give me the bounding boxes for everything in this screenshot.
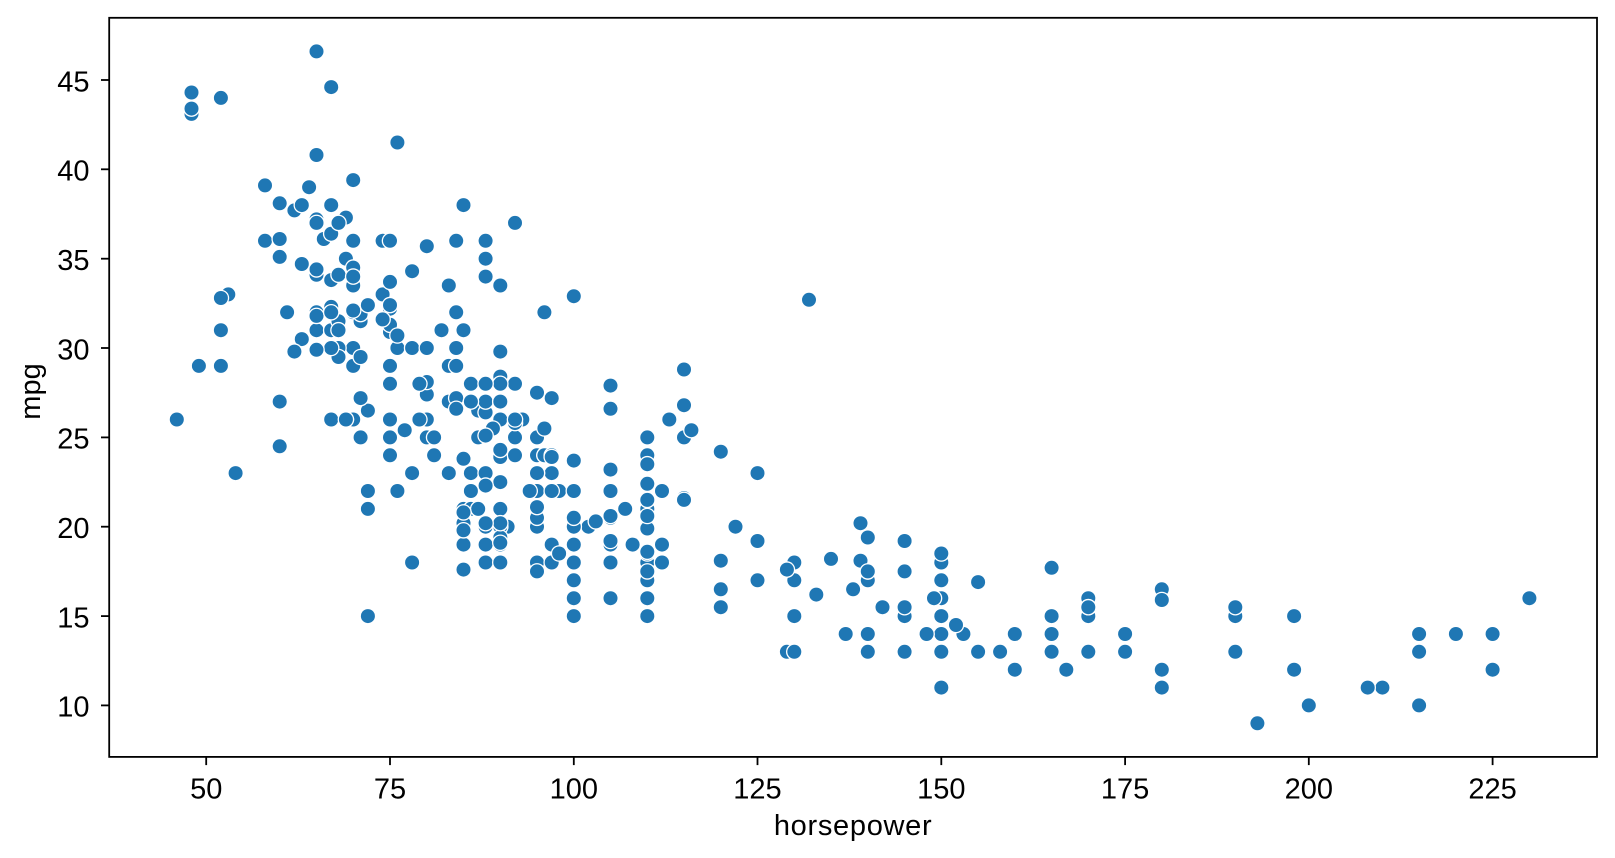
svg-text:20: 20	[57, 513, 89, 545]
svg-text:200: 200	[1285, 773, 1333, 805]
svg-text:75: 75	[374, 773, 406, 805]
svg-text:100: 100	[550, 773, 598, 805]
svg-text:175: 175	[1101, 773, 1149, 805]
svg-text:25: 25	[57, 424, 89, 456]
svg-text:10: 10	[57, 692, 89, 724]
svg-text:30: 30	[57, 334, 89, 366]
svg-text:45: 45	[57, 66, 89, 98]
svg-text:150: 150	[917, 773, 965, 805]
svg-text:35: 35	[57, 245, 89, 277]
svg-text:225: 225	[1468, 773, 1516, 805]
svg-text:horsepower: horsepower	[774, 810, 933, 842]
svg-text:125: 125	[733, 773, 781, 805]
svg-text:40: 40	[57, 156, 89, 188]
svg-text:15: 15	[57, 602, 89, 634]
svg-text:mpg: mpg	[15, 363, 47, 419]
svg-text:50: 50	[190, 773, 222, 805]
